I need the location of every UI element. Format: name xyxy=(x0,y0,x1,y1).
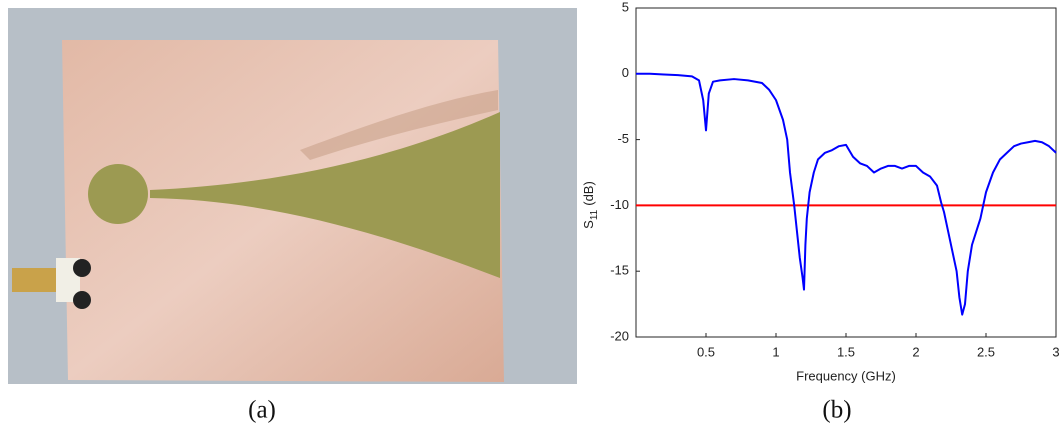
x-axis-label: Frequency (GHz) xyxy=(796,368,896,383)
x-tick-label: 0.5 xyxy=(697,344,715,359)
x-tick-label: 1.5 xyxy=(837,344,855,359)
x-tick-label: 2 xyxy=(912,344,919,359)
chart: -20 -15 -10 -5 0 5 0.5 1 1.5 2 2.5 3 xyxy=(610,0,1059,359)
copper-shade xyxy=(300,90,498,160)
plot-frame xyxy=(635,7,1057,338)
y-tick-label: 0 xyxy=(622,65,629,80)
y-tick-label: -20 xyxy=(610,328,629,343)
caption: (b) xyxy=(822,397,851,424)
taper-slot xyxy=(150,112,500,278)
antenna-photo xyxy=(8,8,577,384)
y-label-symbol: S xyxy=(581,220,596,229)
y-tick-label: -10 xyxy=(610,197,629,212)
x-tick-label: 1 xyxy=(772,344,779,359)
circular-slot xyxy=(88,164,148,224)
x-tick-label: 2.5 xyxy=(977,344,995,359)
solder-joint xyxy=(73,291,91,309)
solder-joint xyxy=(73,259,91,277)
y-tick-label: -5 xyxy=(617,131,629,146)
y-label-unit: (dB) xyxy=(581,181,596,206)
data-line xyxy=(636,72,1057,316)
caption: (a) xyxy=(248,397,276,424)
y-axis-label: S11 (dB) xyxy=(581,181,599,229)
sma-connector xyxy=(12,268,62,292)
y-tick-label: -15 xyxy=(610,263,629,278)
x-tick-label: 3 xyxy=(1052,344,1059,359)
y-tick-label: 5 xyxy=(622,0,629,14)
y-label-subscript: 11 xyxy=(589,209,600,220)
